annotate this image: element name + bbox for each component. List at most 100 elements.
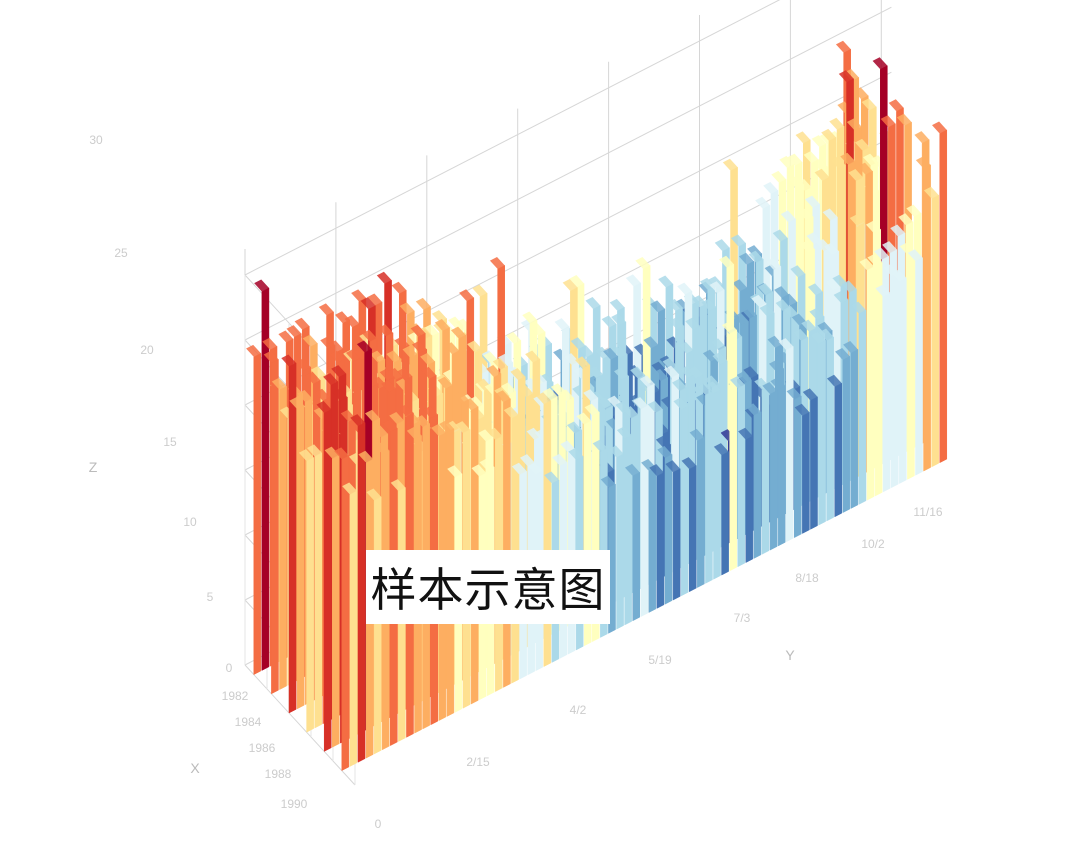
bar-top bbox=[689, 428, 705, 441]
bar-top bbox=[719, 255, 734, 268]
bar-top bbox=[356, 340, 372, 353]
bar bbox=[874, 261, 883, 497]
bar-top bbox=[633, 397, 648, 410]
bar-top bbox=[554, 318, 570, 331]
bar-top bbox=[755, 196, 770, 209]
bar-top bbox=[503, 406, 519, 419]
bar-top bbox=[738, 427, 753, 440]
bar-top bbox=[813, 158, 828, 171]
bar-top bbox=[450, 326, 466, 339]
bar-top bbox=[702, 349, 718, 362]
z-tick-label: 25 bbox=[114, 246, 128, 260]
bar-top bbox=[263, 350, 279, 363]
bar-top bbox=[431, 310, 447, 323]
bar-top bbox=[498, 353, 513, 366]
bar-top bbox=[762, 382, 778, 395]
bar bbox=[543, 400, 552, 668]
bar-top bbox=[770, 377, 786, 390]
bar bbox=[737, 384, 746, 568]
bar-top bbox=[378, 324, 394, 337]
bar-top bbox=[530, 323, 546, 336]
bar-top bbox=[552, 453, 568, 466]
bar-top bbox=[281, 354, 297, 367]
bar-top bbox=[710, 338, 726, 351]
bar-top bbox=[822, 208, 838, 221]
bar-top bbox=[459, 289, 474, 302]
y-tick-label: 10/2 bbox=[861, 537, 885, 551]
bar-top bbox=[566, 421, 582, 434]
watermark-text: 样本示意图 bbox=[370, 563, 606, 617]
bar-top bbox=[350, 414, 366, 427]
bar-top bbox=[759, 304, 775, 317]
bar-top bbox=[857, 162, 873, 175]
bar-top bbox=[914, 131, 930, 144]
bar-top bbox=[506, 331, 521, 344]
bar-top bbox=[705, 381, 721, 394]
bar-top bbox=[846, 118, 862, 131]
bar-top bbox=[891, 269, 907, 282]
bar-top bbox=[796, 179, 812, 192]
bar-top bbox=[511, 462, 527, 475]
bar-top bbox=[286, 325, 302, 338]
bar-top bbox=[603, 347, 618, 360]
bar-top bbox=[643, 336, 659, 349]
bar-top bbox=[453, 391, 469, 404]
bar-top bbox=[651, 361, 667, 374]
z-tick-label: 0 bbox=[226, 661, 233, 675]
bar bbox=[672, 468, 681, 601]
bar-top bbox=[344, 315, 360, 328]
bar bbox=[777, 385, 786, 547]
bar bbox=[810, 396, 818, 530]
bar-top bbox=[665, 460, 681, 473]
bar bbox=[882, 292, 891, 493]
bar-top bbox=[647, 400, 663, 413]
bar-top bbox=[391, 281, 407, 294]
bar-top bbox=[519, 454, 535, 467]
bar-top bbox=[367, 293, 383, 306]
bar-top bbox=[329, 350, 345, 363]
grid-line bbox=[244, 664, 356, 786]
bar bbox=[858, 309, 867, 505]
bar-top bbox=[575, 356, 590, 369]
bar bbox=[721, 451, 729, 576]
bar-top bbox=[829, 117, 845, 130]
z-tick-label: 20 bbox=[140, 343, 154, 357]
bar-top bbox=[680, 365, 695, 378]
bar-top bbox=[851, 301, 866, 314]
bar-top bbox=[825, 278, 841, 291]
bar-top bbox=[323, 373, 338, 386]
bar bbox=[866, 266, 875, 501]
bar-top bbox=[798, 208, 814, 221]
bar-top bbox=[623, 406, 639, 419]
bar bbox=[713, 389, 721, 580]
bar-top bbox=[738, 252, 754, 265]
bar-top bbox=[389, 412, 404, 425]
bar bbox=[923, 164, 931, 472]
bar-top bbox=[351, 289, 366, 302]
bar bbox=[332, 454, 340, 748]
bar-top bbox=[468, 396, 484, 409]
bar bbox=[834, 382, 842, 518]
bar-top bbox=[594, 346, 610, 359]
bar-top bbox=[854, 138, 870, 151]
bar bbox=[253, 352, 262, 676]
bar-top bbox=[803, 151, 819, 164]
bar bbox=[705, 390, 713, 584]
bar-top bbox=[923, 186, 939, 199]
bar-top bbox=[526, 427, 542, 440]
bar-top bbox=[402, 345, 418, 358]
bar bbox=[729, 329, 737, 572]
bar-top bbox=[569, 275, 585, 288]
bar-top bbox=[771, 170, 787, 183]
bar-top bbox=[420, 352, 435, 365]
bar-top bbox=[635, 256, 651, 270]
bar-top bbox=[730, 376, 745, 389]
bar-top bbox=[585, 297, 601, 310]
bar-top bbox=[362, 329, 377, 342]
bar-top bbox=[678, 341, 694, 354]
bar bbox=[794, 395, 802, 539]
bar-top bbox=[722, 158, 738, 171]
bar-top bbox=[562, 279, 578, 292]
bar-top bbox=[730, 234, 746, 247]
bar-top bbox=[316, 400, 332, 413]
